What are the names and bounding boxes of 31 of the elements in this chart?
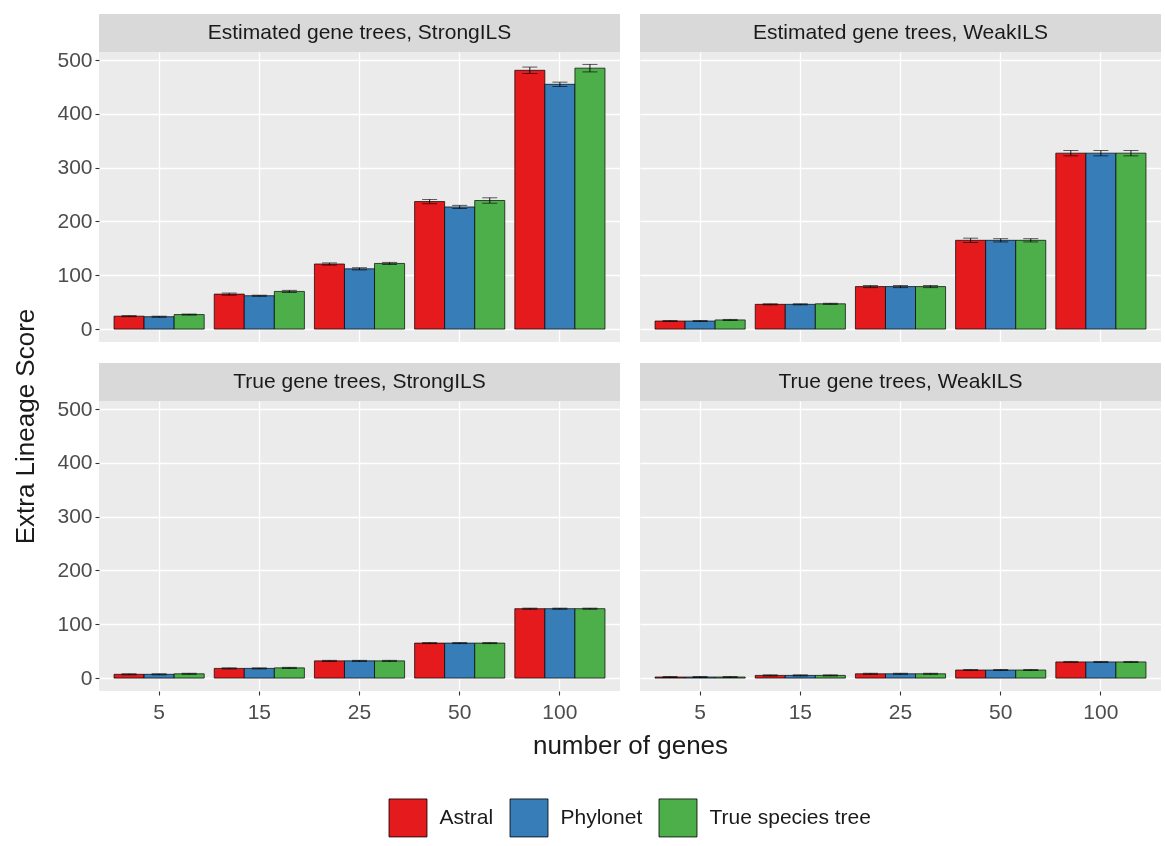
y-tick-label: 400 — [57, 101, 93, 125]
legend-label: Phylonet — [560, 804, 643, 828]
y-tick-label: 200 — [57, 557, 93, 581]
y-tick-label: 0 — [80, 665, 93, 689]
y-tick-label: 100 — [57, 262, 93, 286]
x-tick-label: 100 — [1083, 699, 1119, 723]
chart-title: Estimated gene trees, WeakILS — [753, 20, 1048, 43]
legend-label: Astral — [439, 804, 494, 828]
x-tick-label: 50 — [448, 699, 472, 723]
chart-title: True gene trees, WeakILS — [778, 369, 1023, 392]
x-tick-label: 25 — [347, 699, 372, 723]
x-axis-title: number of genes — [532, 729, 729, 760]
y-tick-label: 300 — [57, 504, 93, 528]
x-tick-label: 15 — [247, 699, 271, 723]
legend-label: True species tree — [709, 804, 871, 828]
y-tick-label: 200 — [57, 208, 93, 232]
y-axis-title: Extra Lineage Score — [9, 308, 40, 545]
x-tick-label: 50 — [989, 699, 1013, 723]
x-tick-label: 25 — [888, 699, 913, 723]
chart-title: Estimated gene trees, StrongILS — [207, 20, 512, 43]
x-tick-label: 5 — [694, 699, 706, 723]
chart-title: True gene trees, StrongILS — [233, 369, 486, 392]
y-tick-label: 100 — [57, 611, 93, 635]
x-tick-label: 100 — [542, 699, 578, 723]
x-tick-label: 5 — [153, 699, 165, 723]
y-tick-label: 300 — [57, 155, 93, 179]
y-tick-label: 500 — [57, 47, 93, 71]
x-tick-label: 15 — [788, 699, 812, 723]
y-tick-label: 500 — [57, 396, 93, 420]
y-tick-label: 400 — [57, 450, 93, 474]
y-tick-label: 0 — [80, 316, 93, 340]
